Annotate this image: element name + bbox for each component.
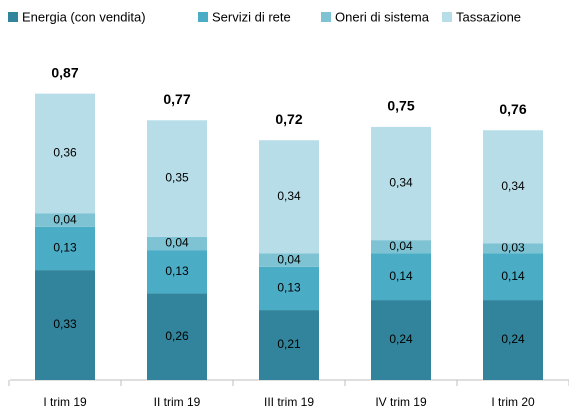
value-label: 0,26: [165, 329, 189, 343]
bar-segment: [147, 250, 207, 294]
value-label: 0,04: [277, 252, 301, 266]
value-label: 0,34: [277, 189, 301, 203]
bar-segment: [483, 243, 543, 254]
bar-segment: [35, 270, 95, 380]
bar-segment: [259, 140, 319, 254]
legend-label: Oneri di sistema: [335, 9, 430, 24]
bar-segment: [483, 253, 543, 301]
value-label: 0,35: [165, 171, 189, 185]
legend-swatch: [8, 12, 18, 22]
bar-segment: [35, 213, 95, 227]
value-label: 0,04: [389, 239, 413, 253]
total-label: 0,72: [275, 111, 302, 127]
total-label: 0,76: [499, 101, 526, 117]
value-label: 0,13: [53, 241, 77, 255]
bar-segment: [371, 126, 431, 241]
total-label: 0,77: [163, 91, 190, 107]
value-label: 0,24: [389, 332, 413, 346]
value-label: 0,04: [53, 212, 77, 226]
x-tick-label: III trim 19: [264, 395, 314, 409]
x-tick-label: I trim 19: [43, 395, 87, 409]
bar-segment: [259, 310, 319, 380]
x-tick-label: IV trim 19: [375, 395, 427, 409]
bar-segment: [35, 226, 95, 271]
bar-segment: [371, 240, 431, 254]
bar-segment: [259, 253, 319, 267]
value-label: 0,21: [277, 337, 301, 351]
bar-segment: [147, 120, 207, 237]
legend: Energia (con vendita) Servizi di rete Oner…: [8, 9, 521, 24]
legend-label: Tassazione: [456, 9, 521, 24]
x-tick-label: I trim 20: [491, 395, 535, 409]
value-label: 0,13: [277, 281, 301, 295]
value-label: 0,34: [501, 179, 525, 193]
value-label: 0,14: [501, 269, 525, 283]
value-label: 0,14: [389, 269, 413, 283]
bar-segment: [35, 93, 95, 214]
value-label: 0,33: [53, 317, 77, 331]
legend-label: Energia (con vendita): [22, 9, 146, 24]
bar-segment: [371, 300, 431, 380]
legend-label: Servizi di rete: [212, 9, 291, 24]
bar-segment: [147, 293, 207, 380]
legend-swatch: [198, 12, 208, 22]
value-label: 0,24: [501, 332, 525, 346]
legend-swatch: [321, 12, 331, 22]
legend-swatch: [442, 12, 452, 22]
value-label: 0,03: [501, 241, 525, 255]
bar-segment: [371, 253, 431, 301]
bar-segment: [483, 130, 543, 244]
value-label: 0,04: [165, 236, 189, 250]
total-label: 0,75: [387, 98, 414, 114]
value-label: 0,13: [165, 264, 189, 278]
total-label: 0,87: [51, 64, 78, 80]
value-label: 0,36: [53, 146, 77, 160]
bar-segment: [147, 236, 207, 251]
bar-segment: [259, 266, 319, 311]
value-label: 0,34: [389, 176, 413, 190]
bar-segment: [483, 300, 543, 380]
x-tick-label: II trim 19: [154, 395, 201, 409]
